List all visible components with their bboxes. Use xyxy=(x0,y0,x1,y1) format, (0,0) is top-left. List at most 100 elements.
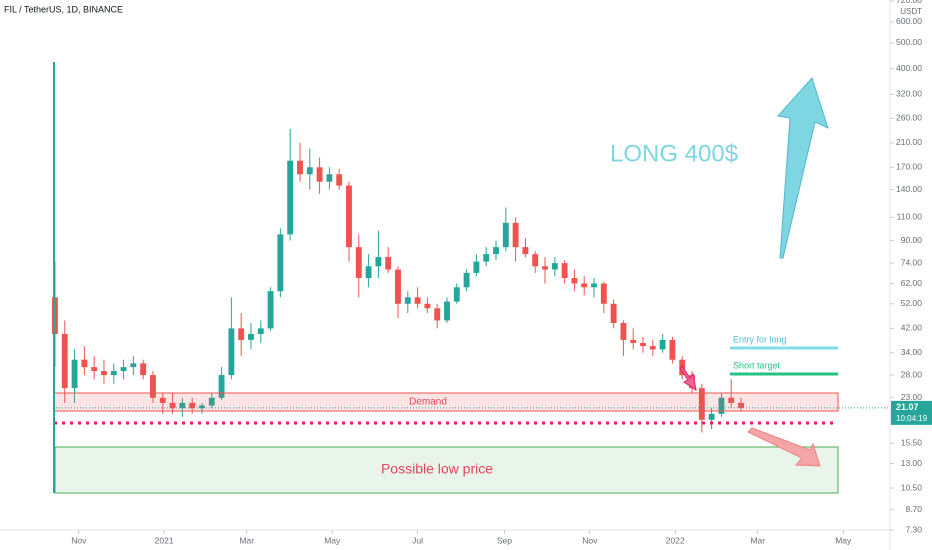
countdown-label: 10:04:19 xyxy=(896,414,928,423)
long-label: LONG 400$ xyxy=(610,140,738,167)
candle-body xyxy=(218,375,225,398)
candle-body xyxy=(600,283,607,304)
y-tick-label: 28.00 xyxy=(901,369,923,379)
candle-body xyxy=(424,303,431,309)
demand-label: Demand xyxy=(409,397,447,408)
candle-body xyxy=(669,339,676,360)
candle-body xyxy=(375,257,382,267)
candle-body xyxy=(649,346,656,350)
candle-body xyxy=(91,367,98,372)
x-tick-label: Nov xyxy=(71,535,87,545)
candle-body xyxy=(395,269,401,304)
candle-body xyxy=(571,278,578,284)
y-tick-label: 140.00 xyxy=(896,184,922,194)
y-tick-label: 23.00 xyxy=(901,392,923,402)
last-price-box xyxy=(891,400,932,425)
candle-body xyxy=(404,297,411,304)
candle-body xyxy=(355,247,362,279)
candle-body xyxy=(277,234,284,292)
x-tick-label: May xyxy=(324,535,341,545)
y-tick-label: 74.00 xyxy=(901,257,923,267)
candle-body xyxy=(620,323,627,340)
y-tick-label: 400.00 xyxy=(896,63,922,73)
candle-body xyxy=(189,402,196,409)
candle-body xyxy=(316,167,323,182)
candle-body xyxy=(483,254,490,262)
low-label: Possible low price xyxy=(381,461,493,477)
symbol-title: FIL / TetherUS, 1D, BINANCE xyxy=(4,4,123,14)
candle-body xyxy=(199,405,205,409)
candle-body xyxy=(101,371,107,376)
y-tick-label: 170.00 xyxy=(896,162,922,172)
low-zone xyxy=(54,446,839,494)
candle-body xyxy=(169,402,176,409)
candle-body xyxy=(453,287,460,302)
y-tick-label: 90.00 xyxy=(901,235,923,245)
candle-body xyxy=(630,339,637,343)
y-tick-label: 52.00 xyxy=(901,298,923,308)
candle-body xyxy=(698,388,705,420)
y-tick-label: 210.00 xyxy=(896,137,922,147)
candle-body xyxy=(238,328,245,340)
candle-body xyxy=(512,222,519,248)
y-tick-label: 600.00 xyxy=(896,16,922,26)
x-tick-label: 2022 xyxy=(666,535,685,545)
candle-body xyxy=(414,297,421,304)
candle-body xyxy=(591,283,597,288)
candle-body xyxy=(208,397,215,406)
candle-body xyxy=(297,160,303,175)
y-tick-label: 260.00 xyxy=(896,113,922,123)
entry-label: Entry for long xyxy=(733,334,787,344)
candle-body xyxy=(306,167,313,175)
x-tick-label: Jul xyxy=(412,535,423,545)
candle-body xyxy=(179,402,186,409)
candle-body xyxy=(532,254,539,267)
candle-body xyxy=(561,263,568,279)
y-tick-label: 10.50 xyxy=(901,482,923,492)
small-arrow xyxy=(679,365,697,392)
candle-body xyxy=(346,185,352,248)
candle-body xyxy=(71,359,78,389)
up-arrow xyxy=(777,77,829,259)
last-price-label: 21.07 xyxy=(896,402,919,412)
candle-body xyxy=(542,266,548,270)
candle-body xyxy=(610,303,617,324)
candle-body xyxy=(267,291,274,329)
candle-body xyxy=(81,359,88,368)
y-tick-label: 720.00 xyxy=(896,0,922,5)
x-tick-label: Nov xyxy=(582,535,598,545)
candle-body xyxy=(551,263,558,270)
candle-body xyxy=(493,247,499,255)
candle-body xyxy=(287,160,294,235)
candle-body xyxy=(159,397,166,403)
candle-body xyxy=(708,413,715,420)
candle-body xyxy=(659,339,666,350)
x-tick-label: 2021 xyxy=(155,535,174,545)
y-tick-label: 500.00 xyxy=(896,37,922,47)
candle-body xyxy=(640,342,646,347)
candle-body xyxy=(336,174,343,186)
down-arrow xyxy=(747,427,821,467)
candle-body xyxy=(473,261,480,273)
candle-body xyxy=(140,363,147,376)
candle-body xyxy=(502,222,509,248)
candle-body xyxy=(522,247,529,255)
x-tick-label: Sep xyxy=(497,535,512,545)
y-tick-label: 110.00 xyxy=(897,212,923,222)
x-tick-label: Mar xyxy=(750,535,765,545)
y-tick-label: 15.50 xyxy=(901,437,923,447)
candle-body xyxy=(728,397,735,403)
short-label: Short target xyxy=(733,360,781,370)
price-axis: 720.00 600.00 500.00 400.00 320.00 260.00 210.… xyxy=(890,0,922,534)
y-tick-label: 62.00 xyxy=(901,278,923,288)
candle-body xyxy=(385,257,392,270)
candle-body xyxy=(120,367,127,372)
candle-body xyxy=(61,334,68,389)
y-tick-label: 34.00 xyxy=(901,347,923,357)
x-tick-label: Mar xyxy=(239,535,254,545)
candle-body xyxy=(738,402,744,408)
candle-body xyxy=(110,371,117,376)
candle-body xyxy=(257,328,264,335)
candle-body xyxy=(228,328,235,376)
